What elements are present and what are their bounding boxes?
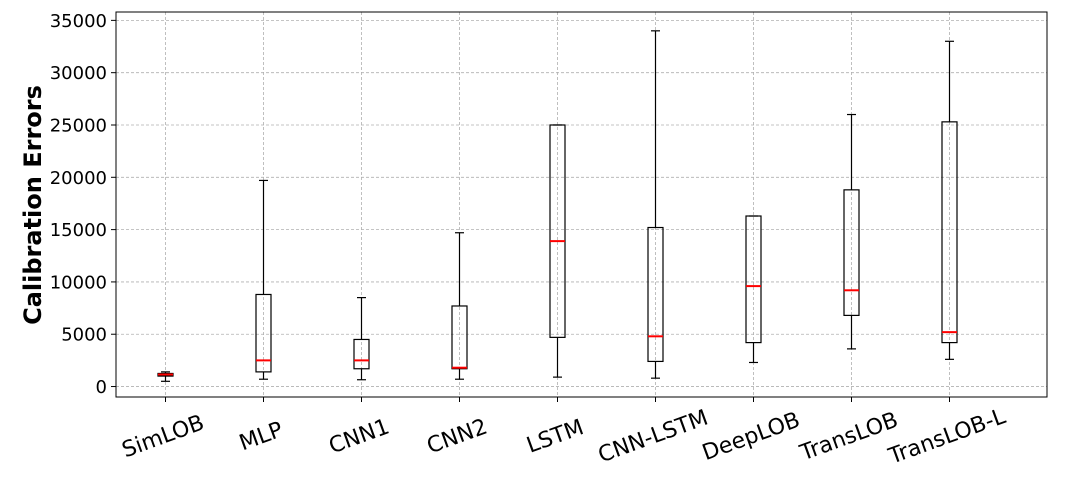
x-tick-label: DeepLOB	[699, 408, 803, 466]
interquartile-box	[451, 305, 468, 370]
box-series	[157, 30, 958, 382]
interquartile-box	[745, 215, 762, 344]
interquartile-box	[549, 124, 566, 338]
y-tick-label: 30000	[50, 63, 107, 84]
box-simlob	[157, 371, 174, 382]
x-tick-label: CNN2	[424, 414, 491, 459]
x-axis: SimLOB MLP CNN1 CNN2 LSTM CNN-LSTMDeepLOBTran…	[119, 397, 1010, 470]
y-tick-label: 35000	[50, 11, 107, 32]
y-axis: 0 5000 10000 15000 20000 25000 30000 35000	[50, 11, 116, 398]
x-tick-label: TransLOB-L	[885, 404, 1010, 470]
x-tick-label: CNN-LSTM	[595, 406, 711, 469]
interquartile-box	[647, 226, 664, 363]
x-tick-label: MLP	[236, 418, 286, 457]
interquartile-box	[255, 293, 272, 373]
box-cnn2	[451, 232, 468, 380]
y-tick-label: 15000	[50, 220, 107, 241]
box-cnn-lstm	[647, 30, 664, 379]
y-tick-label: 0	[96, 377, 107, 398]
x-tick-label: TransLOB	[796, 408, 901, 467]
y-tick-label: 10000	[50, 272, 107, 293]
x-tick-label: SimLOB	[119, 411, 208, 464]
interquartile-box	[843, 189, 860, 316]
y-axis-title: Calibration Errors	[19, 85, 47, 325]
box-translob	[843, 113, 860, 350]
box-cnn1	[353, 297, 370, 381]
plot-area-frame	[115, 11, 1048, 398]
interquartile-box	[353, 338, 370, 370]
y-tick-label: 25000	[50, 115, 107, 136]
box-translob-l	[941, 40, 958, 360]
box-lstm	[549, 124, 566, 378]
y-tick-label: 20000	[50, 168, 107, 189]
interquartile-box	[941, 121, 958, 344]
box-mlp	[255, 179, 272, 380]
y-tick-label: 5000	[61, 325, 107, 346]
x-tick-label: LSTM	[523, 415, 587, 459]
x-tick-label: CNN1	[326, 414, 393, 459]
box-deeplob	[745, 215, 762, 364]
